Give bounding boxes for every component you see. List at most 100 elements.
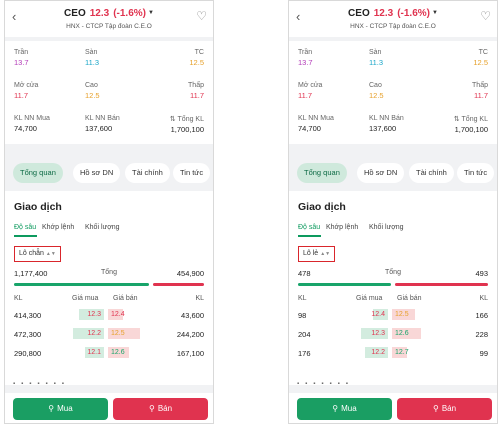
price-info-panel: Trần 13.7 Sàn 11.3 TC 12.5 Mở cửa 11.7 Cao 12…	[289, 41, 497, 144]
stat-foreign-sell: KL NN Bán 137,600	[85, 115, 120, 133]
stat-high: Cao 12.5	[85, 82, 100, 100]
sell-price-cell[interactable]: 12.6	[392, 328, 434, 339]
buy-price-cell[interactable]: 12.2	[346, 347, 388, 358]
header-sell-price: Giá bán	[397, 295, 422, 302]
sell-quantity: 99	[479, 349, 488, 358]
subtab-depth[interactable]: Độ sâu	[14, 224, 37, 237]
sell-depth-fill	[392, 347, 407, 358]
sell-share-bar	[152, 283, 204, 286]
subtab-matched[interactable]: Khớp lệnh	[326, 224, 359, 231]
lot-type-selector[interactable]: Lô chẵn ▲▼	[14, 246, 61, 262]
subtab-depth[interactable]: Độ sâu	[298, 224, 321, 237]
buy-quantity: 290,800	[14, 349, 42, 358]
stat-floor: Sàn 11.3	[85, 49, 100, 67]
sell-price-cell[interactable]: 12.6	[108, 347, 150, 358]
tab-news[interactable]: Tin tức	[173, 163, 211, 183]
action-bar: ⚲ Mua ⚲ Bán	[289, 393, 497, 423]
back-arrow-icon[interactable]: ‹	[12, 9, 17, 24]
search-icon: ⚲	[432, 404, 439, 413]
sort-icon: ⇅	[453, 116, 462, 123]
lot-type-selector[interactable]: Lô lẻ ▲▼	[298, 246, 336, 262]
buy-price-cell[interactable]: 12.1	[62, 347, 104, 358]
sell-price-cell[interactable]: 12.5	[108, 328, 150, 339]
depth-row[interactable]: 472,300 12.2 12.5 244,200	[14, 328, 204, 342]
buy-quantity: 98	[298, 311, 307, 320]
subtab-volume[interactable]: Khối lượng	[369, 224, 404, 231]
sell-price-cell[interactable]: 12.5	[392, 309, 434, 320]
total-buy: 1,177,400	[14, 269, 48, 278]
tab-company-profile[interactable]: Hồ sơ DN	[73, 163, 121, 183]
title-row: CEO 12.3 (-1.6%) ▼	[5, 8, 213, 19]
heart-icon[interactable]: ♡	[480, 9, 491, 23]
buy-price-cell[interactable]: 12.3	[346, 328, 388, 339]
stock-symbol[interactable]: CEO	[64, 8, 86, 19]
buy-price: 12.3	[371, 330, 385, 337]
buy-depth-fill	[360, 328, 388, 339]
tab-overview[interactable]: Tổng quan	[13, 163, 63, 183]
buy-price: 12.2	[87, 330, 101, 337]
sell-price-cell[interactable]: 12.4	[108, 309, 150, 320]
stat-open: Mở cửa 11.7	[298, 82, 323, 100]
back-arrow-icon[interactable]: ‹	[296, 9, 301, 24]
sell-quantity: 166	[475, 311, 488, 320]
sell-price-cell[interactable]: 12.7	[392, 347, 434, 358]
stock-header: ‹ CEO 12.3 (-1.6%) ▼ HNX - CTCP Tập đoàn C.…	[5, 1, 213, 37]
buy-button[interactable]: ⚲ Mua	[13, 398, 108, 420]
subtab-volume[interactable]: Khối lượng	[85, 224, 120, 231]
trading-panel: Giao dịch Độ sâu Khớp lệnh Khối lượng Lô…	[289, 191, 497, 385]
tab-overview[interactable]: Tổng quan	[297, 163, 347, 183]
stat-low: Thấp 11.7	[472, 82, 488, 100]
tab-finance[interactable]: Tài chính	[125, 163, 170, 183]
buy-price: 12.2	[371, 349, 385, 356]
stat-foreign-buy: KL NN Mua 74,700	[298, 115, 334, 133]
stat-high: Cao 12.5	[369, 82, 384, 100]
tab-news[interactable]: Tin tức	[457, 163, 495, 183]
stat-foreign-sell: KL NN Bán 137,600	[369, 115, 404, 133]
active-underline	[14, 235, 37, 237]
sell-price: 12.5	[111, 330, 125, 337]
trading-panel: Giao dịch Độ sâu Khớp lệnh Khối lượng Lô…	[5, 191, 213, 385]
tab-company-profile[interactable]: Hồ sơ DN	[357, 163, 405, 183]
depth-row[interactable]: 290,800 12.1 12.6 167,100	[14, 347, 204, 361]
buy-button[interactable]: ⚲ Mua	[297, 398, 392, 420]
sell-button[interactable]: ⚲ Bán	[113, 398, 208, 420]
depth-row[interactable]: 98 12.4 12.5 166	[298, 309, 488, 323]
dropdown-icon: ▲▼	[320, 251, 331, 257]
buy-quantity: 472,300	[14, 330, 42, 339]
buy-price-cell[interactable]: 12.3	[62, 309, 104, 320]
depth-row[interactable]: 176 12.2 12.7 99	[298, 347, 488, 361]
buy-depth-fill	[72, 328, 104, 339]
tab-finance[interactable]: Tài chính	[409, 163, 454, 183]
sell-price: 12.5	[395, 311, 409, 318]
sort-icon: ⇅	[169, 116, 178, 123]
depth-row[interactable]: 414,300 12.3 12.4 43,600	[14, 309, 204, 323]
buy-price-cell[interactable]: 12.4	[346, 309, 388, 320]
buy-price-cell[interactable]: 12.2	[62, 328, 104, 339]
sell-quantity: 167,100	[176, 349, 204, 358]
buy-depth-fill	[78, 309, 104, 320]
stock-change: (-1.6%)	[397, 8, 430, 19]
main-tabs: Tổng quan Hồ sơ DN Tài chính Tin tức	[5, 163, 213, 185]
stat-ceiling: Trần 13.7	[298, 49, 313, 67]
stat-floor: Sàn 11.3	[369, 49, 384, 67]
stock-change: (-1.6%)	[113, 8, 146, 19]
header-sell-price: Giá bán	[113, 295, 138, 302]
sell-button[interactable]: ⚲ Bán	[397, 398, 492, 420]
sell-depth-fill	[108, 309, 123, 320]
section-title: Giao dịch	[298, 201, 346, 213]
stock-header: ‹ CEO 12.3 (-1.6%) ▼ HNX - CTCP Tập đoàn C.…	[289, 1, 497, 37]
search-icon: ⚲	[48, 404, 55, 413]
stock-price: 12.3	[89, 8, 110, 19]
total-sell: 493	[475, 269, 488, 278]
stock-price: 12.3	[373, 8, 394, 19]
chart-toolbar-strip: ▪▪▪▪▪▪▪	[13, 381, 70, 387]
depth-row[interactable]: 204 12.3 12.6 228	[298, 328, 488, 342]
chevron-down-icon[interactable]: ▼	[147, 10, 154, 17]
subtab-matched[interactable]: Khớp lệnh	[42, 224, 75, 231]
heart-icon[interactable]: ♡	[196, 9, 207, 23]
stock-symbol[interactable]: CEO	[348, 8, 370, 19]
buy-quantity: 176	[298, 349, 311, 358]
buy-quantity: 204	[298, 330, 311, 339]
header-sell-qty: KL	[479, 295, 488, 302]
chevron-down-icon[interactable]: ▼	[431, 10, 438, 17]
